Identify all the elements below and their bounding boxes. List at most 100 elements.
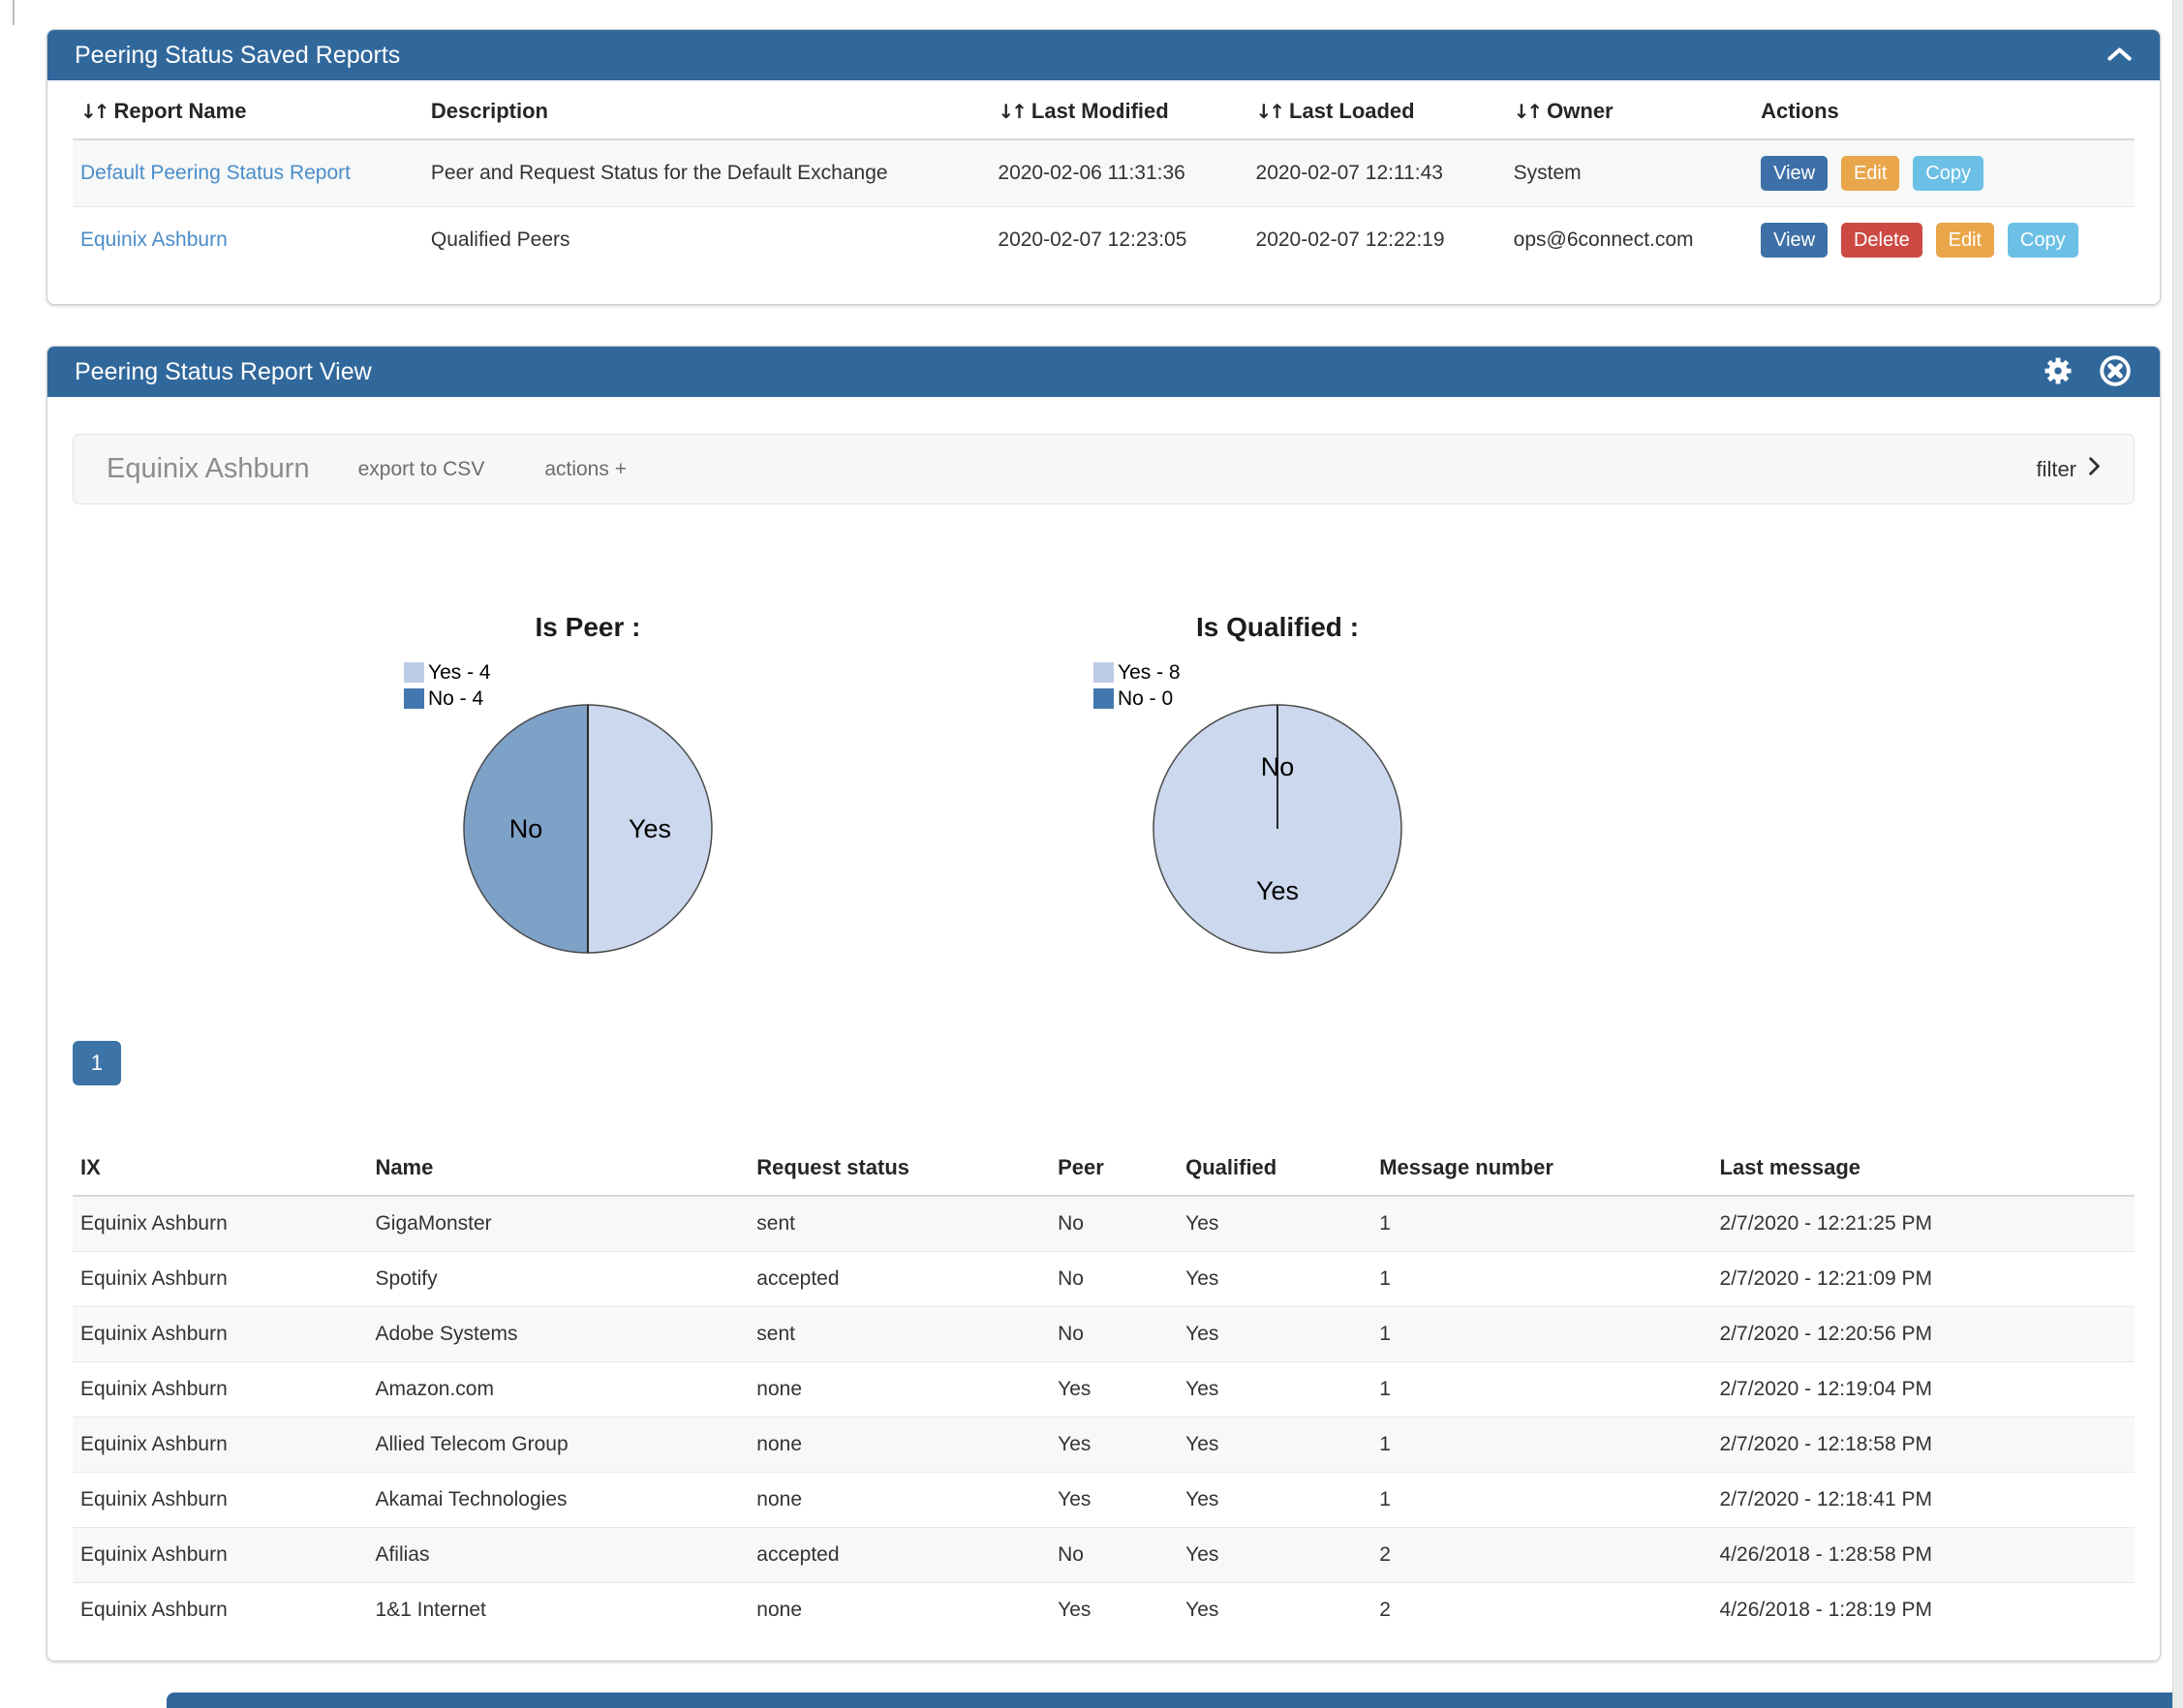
- cell-peer: No: [1050, 1251, 1179, 1307]
- report-last-modified: 2020-02-07 12:23:05: [998, 229, 1187, 251]
- charts-area: Is Peer : Yes - 4 No - 4 Yes No Is Qualif…: [73, 600, 2135, 1007]
- column-header-description: Description: [422, 80, 991, 140]
- collapse-panel-button[interactable]: [2106, 46, 2133, 65]
- sort-arrows-icon: ↓↑: [998, 100, 1027, 123]
- cell-peer: No: [1050, 1527, 1179, 1583]
- scrollbar-gutter: [2172, 0, 2183, 1708]
- report-name-link[interactable]: Default Peering Status Report: [80, 162, 351, 184]
- cell-ix: Equinix Ashburn: [73, 1417, 368, 1473]
- chart-title: Is Peer :: [535, 612, 641, 642]
- cell-name: Amazon.com: [367, 1361, 750, 1418]
- chart-legend: Yes - 4 No - 4: [404, 660, 491, 713]
- gear-icon: [2042, 354, 2075, 390]
- report-last-modified: 2020-02-06 11:31:36: [990, 139, 1248, 207]
- circle-close-icon: [2098, 353, 2133, 391]
- column-header-actions: Actions: [1753, 80, 2135, 140]
- column-header-last-message: Last message: [1711, 1137, 2135, 1197]
- report-description: Qualified Peers: [430, 229, 570, 251]
- cell-request-status: sent: [749, 1306, 1051, 1362]
- cell-ix: Equinix Ashburn: [73, 1472, 368, 1528]
- table-row: Equinix Ashburn Spotify accepted No Yes …: [73, 1251, 2135, 1307]
- cell-peer: Yes: [1058, 1599, 1092, 1621]
- cell-message-number: 2: [1371, 1527, 1712, 1583]
- table-row: Default Peering Status Report Peer and R…: [73, 139, 2135, 207]
- legend-label: No - 0: [1118, 686, 1174, 710]
- cell-name: Adobe Systems: [367, 1306, 750, 1362]
- report-last-loaded: 2020-02-07 12:22:19: [1255, 229, 1445, 251]
- cell-name: Akamai Technologies: [367, 1472, 750, 1528]
- table-row: Equinix Ashburn 1&1 Internet none Yes Ye…: [73, 1583, 2135, 1638]
- cell-qualified: Yes: [1178, 1417, 1372, 1473]
- cell-request-status: none: [756, 1599, 803, 1621]
- table-row: Equinix Ashburn Adobe Systems sent No Ye…: [73, 1306, 2135, 1362]
- cell-peer: Yes: [1050, 1472, 1179, 1528]
- cell-request-status: none: [749, 1417, 1051, 1473]
- cell-ix: Equinix Ashburn: [73, 1361, 368, 1418]
- cell-last-message: 4/26/2018 - 1:28:19 PM: [1719, 1599, 1933, 1621]
- cell-peer: No: [1050, 1306, 1179, 1362]
- page-1-button[interactable]: 1: [73, 1041, 121, 1085]
- panel-title: Peering Status Saved Reports: [75, 41, 401, 69]
- filter-button[interactable]: filter: [2036, 456, 2101, 482]
- cell-message-number: 1: [1371, 1196, 1712, 1252]
- table-row: Equinix Ashburn Qualified Peers 2020-02-…: [73, 207, 2135, 274]
- legend-swatch-no: [1093, 688, 1114, 709]
- table-header-row: IX Name Request status Peer Qualified Me…: [73, 1137, 2135, 1197]
- sort-arrows-icon: ↓↑: [1513, 100, 1543, 123]
- is-peer-pie: Yes No: [463, 704, 713, 954]
- report-title: Equinix Ashburn: [107, 453, 310, 484]
- cell-ix: Equinix Ashburn: [73, 1251, 368, 1307]
- saved-reports-panel-header: Peering Status Saved Reports: [47, 30, 2160, 80]
- cell-message-number: 1: [1371, 1251, 1712, 1307]
- is-qualified-pie: Yes No: [1153, 704, 1402, 954]
- cell-message-number: 1: [1371, 1417, 1712, 1473]
- svg-text:No: No: [1261, 752, 1295, 781]
- settings-button[interactable]: [2042, 354, 2075, 390]
- copy-button[interactable]: Copy: [1913, 156, 1983, 191]
- cell-name: GigaMonster: [367, 1196, 750, 1252]
- column-header-report-name[interactable]: ↓↑ Report Name: [73, 80, 423, 140]
- legend-swatch-yes: [1093, 662, 1114, 683]
- view-button[interactable]: View: [1761, 156, 1829, 191]
- report-view-panel-header: Peering Status Report View: [47, 347, 2160, 397]
- copy-button[interactable]: Copy: [2007, 223, 2078, 258]
- report-owner: System: [1505, 139, 1754, 207]
- delete-button[interactable]: Delete: [1840, 223, 1922, 258]
- column-header-owner[interactable]: ↓↑ Owner: [1505, 80, 1754, 140]
- column-header-peer: Peer: [1050, 1137, 1179, 1197]
- svg-text:Yes: Yes: [1256, 876, 1299, 905]
- cell-last-message: 2/7/2020 - 12:18:58 PM: [1711, 1417, 2135, 1473]
- export-csv-button[interactable]: export to CSV: [357, 457, 485, 480]
- column-header-last-modified[interactable]: ↓↑ Last Modified: [990, 80, 1248, 140]
- actions-menu-button[interactable]: actions +: [544, 457, 627, 480]
- cell-ix: Equinix Ashburn: [80, 1599, 228, 1621]
- legend-label: Yes - 8: [1118, 660, 1181, 684]
- cell-request-status: sent: [749, 1196, 1051, 1252]
- table-row: Equinix Ashburn GigaMonster sent No Yes …: [73, 1196, 2135, 1252]
- cell-message-number: 1: [1371, 1361, 1712, 1418]
- cell-qualified: Yes: [1185, 1599, 1219, 1621]
- cell-peer: Yes: [1050, 1361, 1179, 1418]
- view-button[interactable]: View: [1761, 223, 1829, 258]
- cell-last-message: 2/7/2020 - 12:21:09 PM: [1711, 1251, 2135, 1307]
- edit-button[interactable]: Edit: [1840, 156, 1900, 191]
- report-toolbar: Equinix Ashburn export to CSV actions + …: [73, 434, 2135, 504]
- cell-qualified: Yes: [1178, 1527, 1372, 1583]
- cell-qualified: Yes: [1178, 1196, 1372, 1252]
- table-row: Equinix Ashburn Amazon.com none Yes Yes …: [73, 1361, 2135, 1418]
- cell-name: 1&1 Internet: [375, 1599, 486, 1621]
- report-name-link[interactable]: Equinix Ashburn: [80, 229, 228, 251]
- cell-last-message: 4/26/2018 - 1:28:58 PM: [1711, 1527, 2135, 1583]
- cell-last-message: 2/7/2020 - 12:19:04 PM: [1711, 1361, 2135, 1418]
- close-panel-button[interactable]: [2098, 353, 2133, 391]
- table-row: Equinix Ashburn Akamai Technologies none…: [73, 1472, 2135, 1528]
- svg-text:No: No: [509, 814, 543, 843]
- table-row: Equinix Ashburn Allied Telecom Group non…: [73, 1417, 2135, 1473]
- column-header-last-loaded[interactable]: ↓↑ Last Loaded: [1247, 80, 1506, 140]
- peer-status-table: IX Name Request status Peer Qualified Me…: [73, 1137, 2135, 1637]
- cell-peer: No: [1050, 1196, 1179, 1252]
- cell-name: Allied Telecom Group: [367, 1417, 750, 1473]
- edit-button[interactable]: Edit: [1935, 223, 1995, 258]
- cell-last-message: 2/7/2020 - 12:20:56 PM: [1711, 1306, 2135, 1362]
